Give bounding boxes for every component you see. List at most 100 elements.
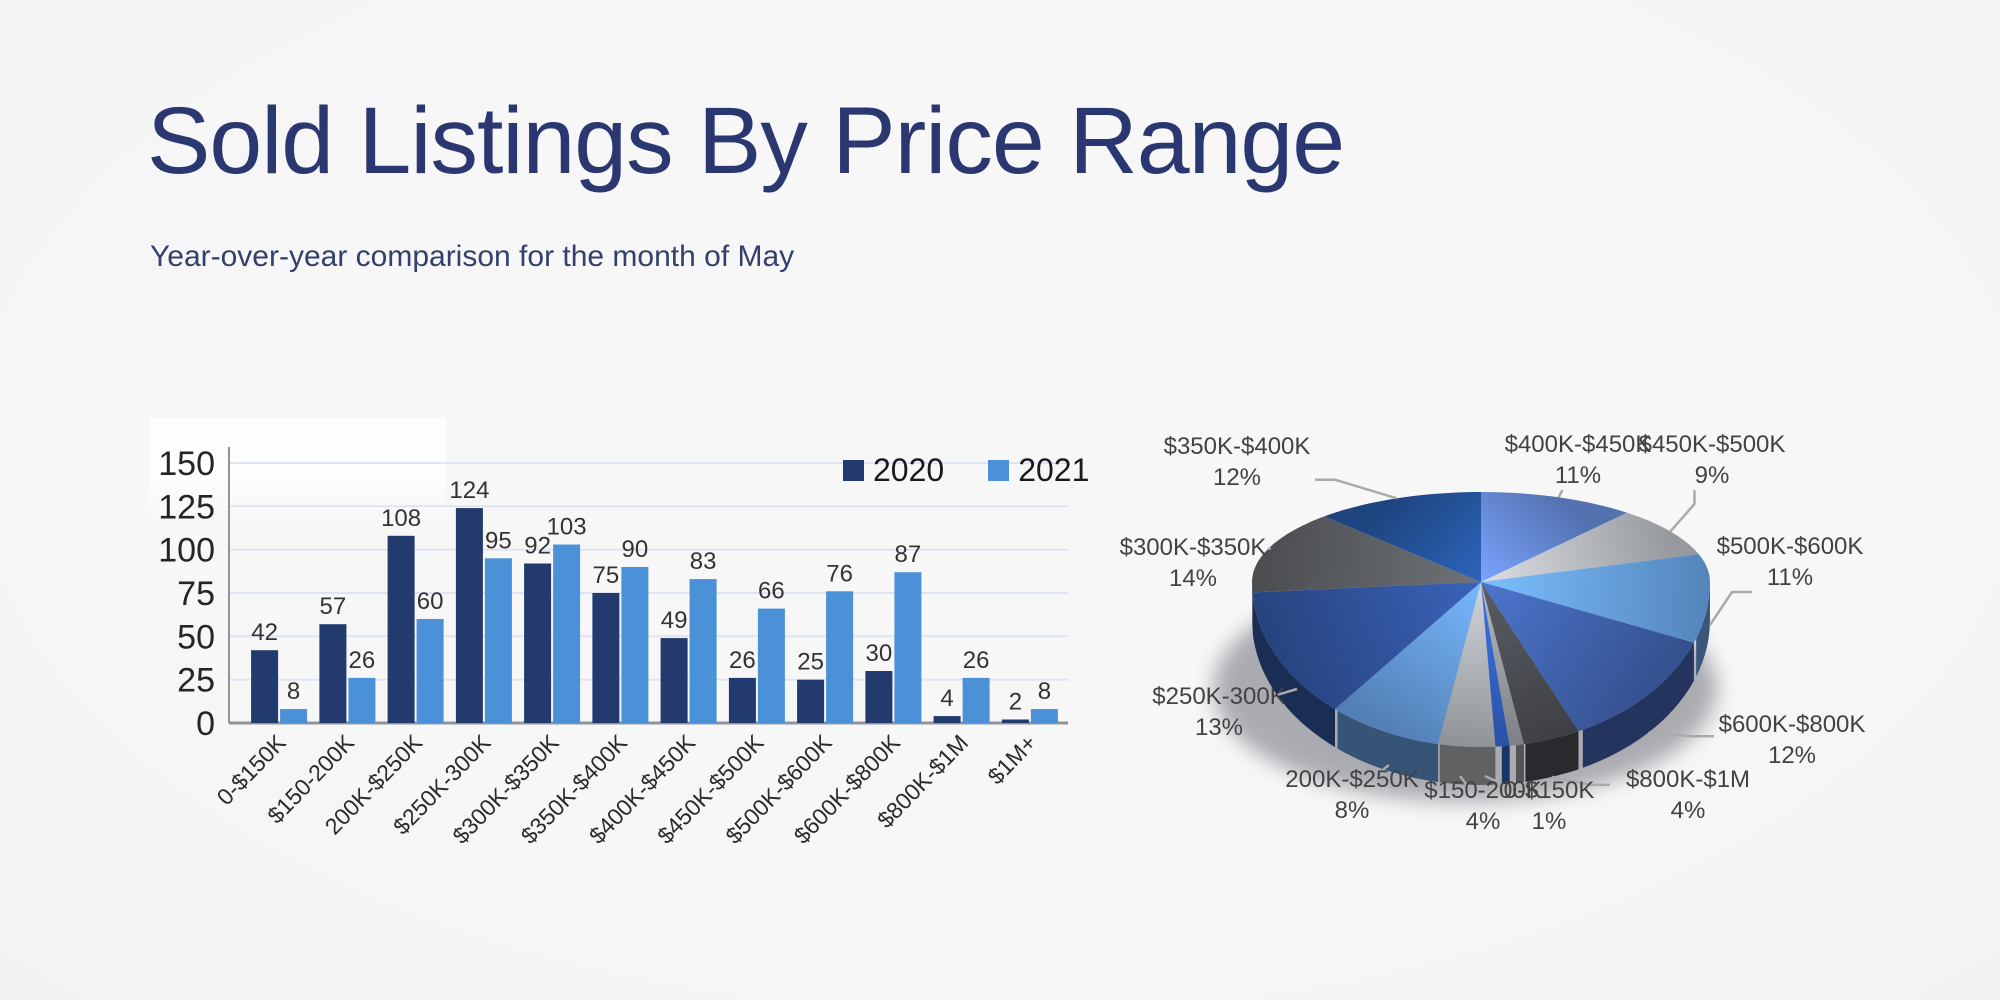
chart-highlight-panel	[150, 418, 446, 524]
pie-wall-9	[1582, 642, 1694, 768]
bar-2020-9	[865, 671, 893, 723]
bar-2021-9	[894, 572, 922, 723]
bar-value-2021-6: 83	[690, 548, 717, 575]
bar-value-2021-10: 26	[963, 647, 990, 674]
x-label-10: $800K-$1M	[872, 729, 973, 833]
bar-2021-8	[826, 591, 854, 723]
legend-label-2021: 2021	[1018, 452, 1090, 488]
bar-2021-6	[689, 579, 717, 723]
y-tick-75: 75	[177, 575, 215, 613]
bar-2020-1	[319, 624, 347, 723]
x-label-2: 200K-$250K	[320, 729, 428, 840]
bar-value-2021-11: 8	[1038, 678, 1051, 705]
bar-2020-0	[251, 650, 279, 723]
pie-leader-5	[1315, 478, 1398, 500]
bar-2021-2	[416, 619, 444, 723]
pie-label-2: 200K-$250K 8%	[1285, 764, 1418, 826]
pie-label-percent-10: 4%	[1670, 797, 1706, 824]
bar-2020-7	[728, 677, 756, 723]
pie-label-0: 0-$150K 1%	[1504, 775, 1595, 837]
x-label-4: $300K-$350K	[447, 729, 564, 849]
pie-label-4: $300K-$350K 14%	[1120, 532, 1267, 594]
legend-swatch-2021	[988, 460, 1010, 481]
y-tick-25: 25	[177, 662, 215, 700]
pie-label-range-7: $450K-$500K	[1638, 430, 1786, 458]
bar-2021-1	[348, 677, 376, 723]
pie-label-range-6: $400K-$450K	[1504, 430, 1652, 458]
bar-2021-11	[1030, 709, 1058, 723]
bar-2020-10	[933, 716, 961, 723]
bar-value-2020-6: 49	[661, 607, 688, 634]
pie-label-6: $400K-$450K 11%	[1505, 429, 1652, 491]
pie-label-range-1: $150-200K	[1424, 776, 1542, 804]
pie-label-3: $250K-300K 13%	[1152, 681, 1285, 743]
bar-value-2021-0: 8	[287, 678, 300, 705]
bar-2020-8	[797, 679, 825, 723]
bar-2021-3	[484, 558, 512, 723]
pie-label-10: $800K-$1M 4%	[1626, 764, 1750, 826]
legend-item-2020: 2020	[843, 452, 944, 489]
bar-value-2021-2: 60	[417, 588, 444, 615]
bar-value-2020-3: 124	[449, 477, 489, 504]
bar-2021-4	[553, 544, 581, 723]
page-title: Sold Listings By Price Range	[147, 88, 1345, 194]
bar-value-2021-4: 103	[547, 514, 587, 541]
legend-label-2020: 2020	[873, 452, 945, 488]
bar-2020-6	[660, 638, 688, 723]
pie-wall-8	[1696, 582, 1710, 677]
x-label-11: $1M+	[982, 729, 1041, 789]
legend-item-2021: 2021	[988, 452, 1089, 489]
pie-label-percent-1: 4%	[1465, 808, 1501, 835]
pie-slice-5	[1324, 492, 1481, 582]
pie-label-range-9: $600K-$800K	[1718, 710, 1866, 738]
bar-value-2020-9: 30	[866, 640, 893, 667]
y-tick-0: 0	[196, 705, 215, 743]
pie-leader-9	[1647, 731, 1714, 738]
y-tick-100: 100	[158, 532, 215, 570]
pie-slice-3	[1252, 582, 1481, 710]
pie-slice-1	[1438, 582, 1496, 747]
bar-2020-2	[387, 535, 415, 723]
x-label-9: $600K-$800K	[789, 729, 906, 849]
pie-label-percent-9: 12%	[1767, 742, 1817, 769]
bar-2021-10	[962, 677, 990, 723]
bar-chart-legend: 2020 2021	[843, 452, 1089, 489]
bar-value-2020-11: 2	[1009, 689, 1022, 716]
pie-label-range-2: 200K-$250K	[1285, 765, 1419, 793]
pie-slice-0	[1481, 582, 1510, 747]
bar-value-2020-5: 75	[593, 562, 620, 589]
x-label-0: 0-$150K	[212, 729, 292, 810]
bar-value-2020-4: 92	[524, 533, 551, 560]
bar-value-2020-7: 26	[729, 647, 756, 674]
x-label-5: $350K-$400K	[516, 729, 633, 849]
bar-2020-11	[1001, 719, 1029, 723]
pie-slice-6	[1481, 492, 1627, 582]
pie-label-5: $350K-$400K 12%	[1164, 431, 1311, 493]
bar-2021-7	[757, 608, 785, 723]
pie-label-percent-8: 11%	[1766, 564, 1814, 591]
pie-label-7: $450K-$500K 9%	[1639, 429, 1786, 491]
pie-label-range-5: $350K-$400K	[1163, 432, 1311, 460]
pie-slice-4	[1252, 516, 1481, 593]
bar-2020-3	[455, 508, 483, 723]
bar-2020-4	[524, 563, 552, 723]
pie-slice-11	[1481, 582, 1524, 746]
bar-2021-0	[280, 709, 308, 723]
y-tick-50: 50	[177, 618, 215, 656]
pie-slice-7	[1481, 512, 1699, 582]
pie-slice-8	[1481, 554, 1710, 643]
pie-label-9: $600K-$800K 12%	[1719, 709, 1866, 771]
pie-label-percent-6: 11%	[1554, 462, 1602, 489]
x-label-1: $150-200K	[262, 729, 359, 828]
pie-leader-4	[1267, 547, 1272, 551]
pie-label-percent-7: 9%	[1694, 462, 1730, 489]
bar-2021-5	[621, 567, 649, 723]
pie-label-range-0: 0-$150K	[1503, 776, 1595, 804]
bar-2020-5	[592, 593, 620, 723]
bar-value-2020-0: 42	[251, 619, 278, 646]
pie-label-percent-4: 14%	[1168, 565, 1218, 592]
bar-value-2021-8: 76	[826, 560, 853, 587]
bar-value-2021-1: 26	[349, 647, 376, 674]
pie-label-percent-2: 8%	[1334, 797, 1370, 824]
